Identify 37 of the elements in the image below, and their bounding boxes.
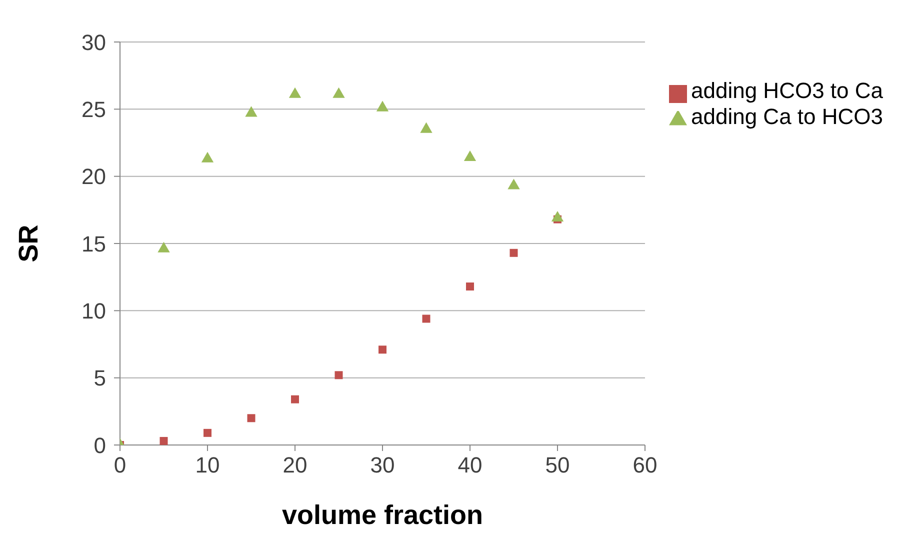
point [158, 242, 170, 252]
point [464, 150, 476, 162]
point [332, 87, 345, 98]
point [508, 178, 520, 190]
point [204, 428, 212, 437]
x-tick-label: 40 [458, 452, 482, 478]
point [551, 210, 564, 222]
x-tick-label: 30 [370, 452, 395, 478]
x-tick-label: 60 [632, 452, 658, 478]
point [291, 395, 299, 404]
point [422, 314, 430, 323]
x-tick-label: 50 [545, 452, 570, 478]
y-axis-title: SR [14, 224, 44, 262]
y-tick-label: 15 [82, 231, 106, 256]
y-tick-label: 0 [94, 432, 106, 458]
point [288, 87, 302, 98]
point [247, 414, 256, 422]
point [245, 106, 258, 117]
legend-label: adding Ca to HCO3 [691, 104, 883, 129]
point [420, 122, 432, 133]
y-tick-label: 20 [82, 164, 106, 190]
y-tick-label: 30 [82, 30, 106, 55]
x-axis-title: volume fraction [282, 500, 484, 530]
x-tick-label: 20 [282, 452, 308, 478]
point [160, 436, 168, 445]
legend-label: adding HCO3 to Ca [691, 78, 883, 103]
point [466, 282, 474, 290]
point [378, 346, 386, 354]
point [201, 152, 214, 162]
y-tick-label: 25 [82, 96, 106, 122]
point [334, 371, 343, 380]
point [510, 248, 518, 257]
x-tick-label: 10 [195, 452, 220, 478]
y-tick-label: 5 [94, 366, 106, 391]
y-tick-label: 10 [82, 298, 106, 324]
point [376, 100, 389, 112]
x-tick-label: 0 [114, 452, 126, 478]
